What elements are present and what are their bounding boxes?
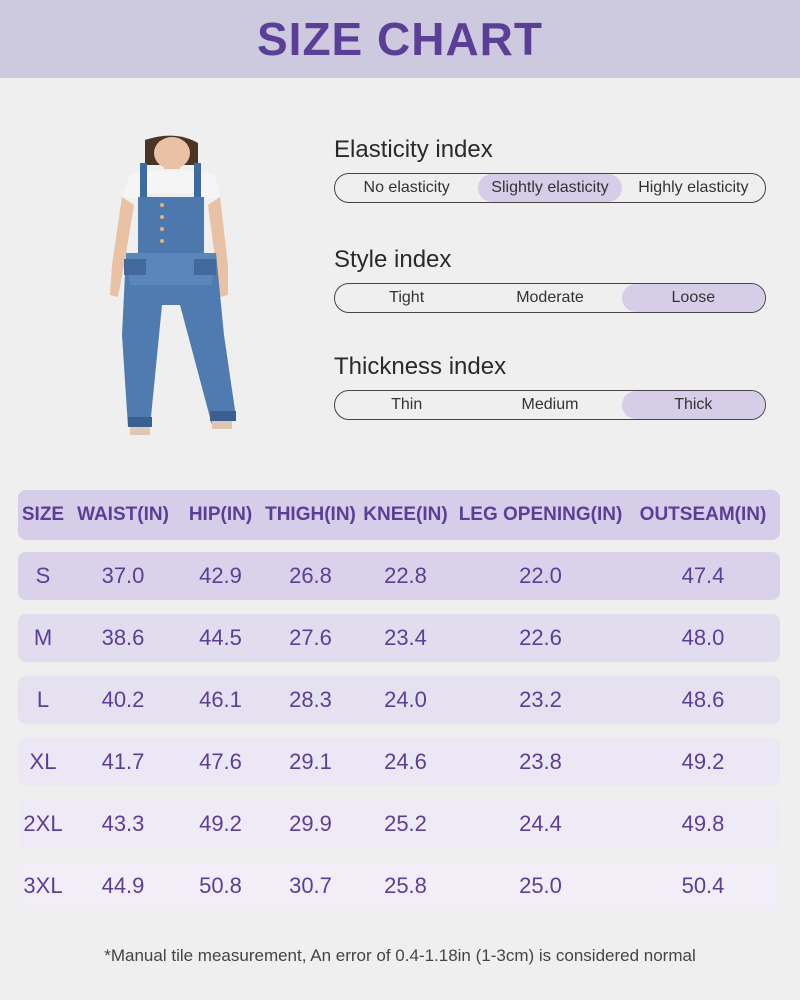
- elasticity-index: Elasticity index No elasticity Slightly …: [334, 135, 768, 203]
- thickness-index: Thickness index Thin Medium Thick: [334, 352, 768, 420]
- size-table: SIZE WAIST(IN) HIP(IN) THIGH(IN) KNEE(IN…: [18, 490, 780, 910]
- cell-size: 3XL: [23, 873, 63, 898]
- cell-size: 2XL: [23, 811, 63, 836]
- cell-waist: 44.9: [101, 873, 145, 898]
- cell-waist: 40.2: [101, 687, 145, 712]
- cell-waist: 41.7: [101, 749, 145, 774]
- header-thigh: THIGH(IN): [265, 504, 356, 525]
- table-header: SIZE WAIST(IN) HIP(IN) THIGH(IN) KNEE(IN…: [18, 490, 780, 540]
- cell-hip: 49.2: [199, 811, 242, 836]
- header-banner: SIZE CHART: [0, 0, 800, 78]
- style-option-moderate: Moderate: [516, 289, 584, 306]
- style-index: Style index Tight Moderate Loose: [334, 245, 768, 313]
- thickness-option-medium: Medium: [521, 396, 579, 413]
- table-row: 3XL 44.9 50.8 30.7 25.8 25.0 50.4: [18, 862, 780, 910]
- cell-knee: 24.6: [384, 749, 427, 774]
- style-index-title: Style index: [334, 246, 452, 273]
- cell-thigh: 30.7: [289, 873, 332, 898]
- cell-knee: 25.8: [384, 873, 427, 898]
- style-option-tight: Tight: [389, 289, 425, 306]
- product-image: [110, 135, 236, 435]
- cell-size: S: [35, 563, 51, 588]
- cell-leg-opening: 25.0: [519, 873, 562, 898]
- cell-size: L: [36, 687, 50, 712]
- cell-leg-opening: 22.6: [519, 625, 562, 650]
- cell-size: XL: [29, 749, 57, 774]
- cell-outseam: 48.6: [681, 687, 725, 712]
- cell-thigh: 28.3: [289, 687, 332, 712]
- cell-leg-opening: 23.8: [519, 749, 562, 774]
- cell-knee: 25.2: [384, 811, 427, 836]
- cell-knee: 22.8: [384, 563, 427, 588]
- cell-outseam: 50.4: [681, 873, 725, 898]
- elasticity-option-slight: Slightly elasticity: [478, 174, 622, 202]
- thickness-option-thin: Thin: [391, 396, 423, 413]
- page-title: SIZE CHART: [257, 13, 543, 65]
- header-outseam: OUTSEAM(IN): [639, 504, 767, 525]
- cell-leg-opening: 24.4: [519, 811, 562, 836]
- cell-thigh: 29.9: [289, 811, 332, 836]
- cell-hip: 46.1: [199, 687, 242, 712]
- table-row: S 37.0 42.9 26.8 22.8 22.0 47.4: [18, 552, 780, 600]
- cell-knee: 23.4: [384, 625, 427, 650]
- style-scale: Tight Moderate Loose: [334, 283, 766, 313]
- cell-waist: 38.6: [101, 625, 145, 650]
- elasticity-index-title: Elasticity index: [334, 136, 493, 163]
- cell-hip: 50.8: [199, 873, 242, 898]
- table-row: 2XL 43.3 49.2 29.9 25.2 24.4 49.8: [18, 800, 780, 848]
- header-hip: HIP(IN): [188, 504, 253, 525]
- header-waist: WAIST(IN): [77, 504, 169, 525]
- cell-outseam: 47.4: [681, 563, 725, 588]
- footnote: *Manual tile measurement, An error of 0.…: [104, 946, 696, 965]
- cell-hip: 42.9: [199, 563, 242, 588]
- cell-waist: 37.0: [101, 563, 145, 588]
- cell-outseam: 48.0: [681, 625, 725, 650]
- thickness-scale: Thin Medium Thick: [334, 390, 766, 420]
- cell-leg-opening: 22.0: [519, 563, 562, 588]
- table-row: XL 41.7 47.6 29.1 24.6 23.8 49.2: [18, 738, 780, 786]
- cell-size: M: [33, 625, 53, 650]
- style-option-loose: Loose: [621, 284, 765, 312]
- cell-outseam: 49.8: [681, 811, 725, 836]
- elasticity-scale: No elasticity Slightly elasticity Highly…: [334, 173, 766, 203]
- cell-knee: 24.0: [384, 687, 427, 712]
- header-leg-opening: LEG OPENING(IN): [458, 504, 623, 525]
- cell-hip: 47.6: [199, 749, 242, 774]
- elasticity-option-high: Highly elasticity: [638, 179, 749, 196]
- cell-hip: 44.5: [199, 625, 242, 650]
- cell-thigh: 27.6: [289, 625, 332, 650]
- table-row: M 38.6 44.5 27.6 23.4 22.6 48.0: [18, 614, 780, 662]
- cell-leg-opening: 23.2: [519, 687, 562, 712]
- elasticity-option-none: No elasticity: [363, 179, 450, 196]
- cell-thigh: 29.1: [289, 749, 332, 774]
- thickness-option-thick: Thick: [621, 391, 765, 419]
- header-knee: KNEE(IN): [363, 504, 448, 525]
- cell-thigh: 26.8: [289, 563, 332, 588]
- cell-waist: 43.3: [101, 811, 145, 836]
- table-row: L 40.2 46.1 28.3 24.0 23.2 48.6: [18, 676, 780, 724]
- header-size: SIZE: [21, 504, 65, 525]
- cell-outseam: 49.2: [681, 749, 725, 774]
- thickness-index-title: Thickness index: [334, 353, 507, 380]
